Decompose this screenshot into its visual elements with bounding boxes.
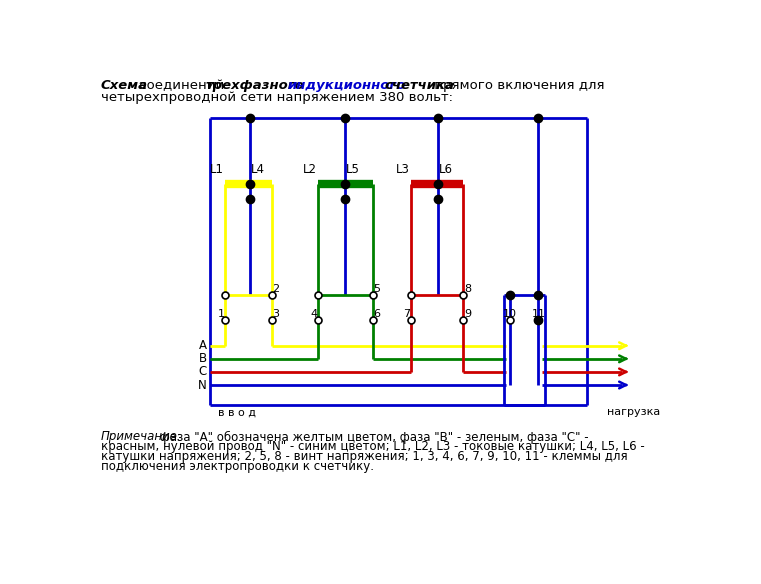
Text: 9: 9: [464, 309, 471, 319]
Text: L2: L2: [303, 164, 317, 176]
Text: N: N: [198, 378, 207, 391]
Text: 1: 1: [218, 309, 224, 319]
Text: катушки напряжения; 2, 5, 8 - винт напряжения; 1, 3, 4, 6, 7, 9, 10, 11 - клеммы: катушки напряжения; 2, 5, 8 - винт напря…: [100, 450, 627, 464]
Text: Примечание:: Примечание:: [100, 430, 181, 443]
Text: нагрузка: нагрузка: [607, 408, 660, 418]
Text: прямого включения для: прямого включения для: [430, 79, 604, 92]
Text: 11: 11: [531, 309, 546, 319]
Text: B: B: [199, 352, 207, 366]
Text: Схема: Схема: [100, 79, 148, 92]
Text: 2: 2: [272, 284, 280, 294]
Text: четырехпроводной сети напряжением 380 вольт:: четырехпроводной сети напряжением 380 во…: [100, 91, 453, 104]
Text: 4: 4: [310, 309, 317, 319]
Text: L4: L4: [251, 164, 265, 176]
Text: индукционного: индукционного: [288, 79, 406, 92]
Text: 5: 5: [374, 284, 380, 294]
Text: трехфазного: трехфазного: [205, 79, 304, 92]
Text: фаза "A" обозначена желтым цветом, фаза "B" - зеленым, фаза "C" -: фаза "A" обозначена желтым цветом, фаза …: [155, 430, 588, 443]
Text: в в о д: в в о д: [218, 408, 256, 418]
Text: красным, нулевой провод "N" - синим цветом; L1, L2, L3 - токовые катушки; L4, L5: красным, нулевой провод "N" - синим цвет…: [100, 440, 645, 453]
Text: 3: 3: [272, 309, 279, 319]
Text: L1: L1: [210, 164, 224, 176]
Text: A: A: [199, 339, 207, 352]
Text: подключения электропроводки к счетчику.: подключения электропроводки к счетчику.: [100, 460, 374, 474]
Text: 10: 10: [503, 309, 517, 319]
Text: L6: L6: [438, 164, 453, 176]
Text: L5: L5: [345, 164, 359, 176]
Text: 8: 8: [464, 284, 471, 294]
Text: 6: 6: [374, 309, 380, 319]
Text: C: C: [199, 366, 207, 378]
Text: 7: 7: [403, 309, 410, 319]
Text: L3: L3: [396, 164, 409, 176]
Text: соединений: соединений: [135, 79, 229, 92]
Text: счетчика: счетчика: [385, 79, 455, 92]
